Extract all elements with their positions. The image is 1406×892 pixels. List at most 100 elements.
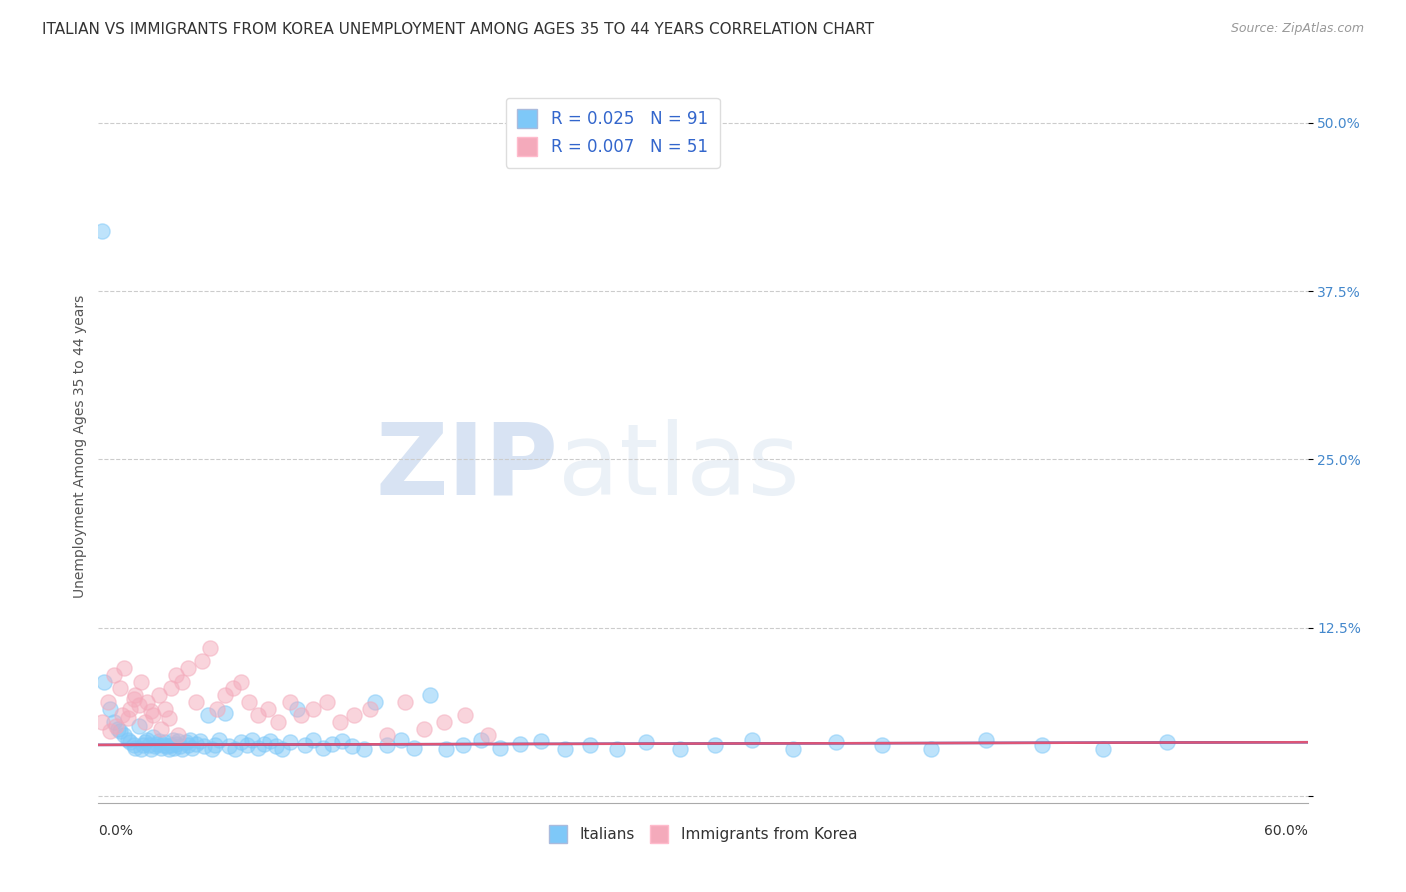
Immigrants from Korea bbox=[103, 668, 125, 682]
Italians bbox=[128, 719, 150, 733]
Immigrants from Korea bbox=[278, 695, 301, 709]
Text: atlas: atlas bbox=[558, 419, 800, 516]
Italians bbox=[107, 722, 129, 736]
Immigrants from Korea bbox=[267, 714, 290, 729]
Italians bbox=[703, 738, 725, 752]
Italians bbox=[451, 738, 474, 752]
Italians bbox=[153, 735, 176, 749]
Italians bbox=[143, 739, 166, 754]
Italians bbox=[302, 732, 325, 747]
Immigrants from Korea bbox=[413, 722, 436, 736]
Italians bbox=[149, 740, 172, 755]
Legend: Italians, Immigrants from Korea: Italians, Immigrants from Korea bbox=[543, 819, 863, 848]
Italians bbox=[470, 732, 492, 747]
Italians bbox=[132, 738, 155, 752]
Immigrants from Korea bbox=[139, 704, 162, 718]
Italians bbox=[340, 739, 363, 754]
Immigrants from Korea bbox=[98, 724, 121, 739]
Italians bbox=[197, 708, 219, 723]
Italians bbox=[530, 734, 553, 748]
Immigrants from Korea bbox=[329, 714, 352, 729]
Immigrants from Korea bbox=[177, 661, 200, 675]
Italians bbox=[253, 737, 276, 751]
Italians bbox=[419, 688, 441, 702]
Italians bbox=[606, 742, 628, 756]
Italians bbox=[193, 739, 215, 754]
Italians bbox=[103, 714, 125, 729]
Italians bbox=[330, 734, 353, 748]
Immigrants from Korea bbox=[118, 701, 141, 715]
Italians bbox=[118, 735, 141, 749]
Italians bbox=[167, 734, 190, 748]
Immigrants from Korea bbox=[207, 701, 229, 715]
Immigrants from Korea bbox=[111, 708, 134, 723]
Immigrants from Korea bbox=[148, 688, 170, 702]
Italians bbox=[235, 738, 257, 752]
Italians bbox=[146, 737, 169, 751]
Immigrants from Korea bbox=[257, 701, 280, 715]
Italians bbox=[404, 740, 426, 755]
Italians bbox=[172, 742, 194, 756]
Italians bbox=[162, 732, 184, 747]
Italians bbox=[177, 738, 200, 752]
Italians bbox=[131, 742, 153, 756]
Italians bbox=[159, 738, 181, 752]
Immigrants from Korea bbox=[91, 714, 114, 729]
Italians bbox=[91, 223, 114, 237]
Italians bbox=[181, 740, 204, 755]
Italians bbox=[174, 735, 197, 749]
Italians bbox=[152, 738, 174, 752]
Italians bbox=[139, 742, 162, 756]
Italians bbox=[157, 742, 180, 756]
Italians bbox=[148, 734, 170, 748]
Immigrants from Korea bbox=[214, 688, 236, 702]
Italians bbox=[636, 735, 658, 749]
Italians bbox=[93, 674, 115, 689]
Italians bbox=[741, 732, 763, 747]
Immigrants from Korea bbox=[153, 701, 176, 715]
Italians bbox=[1031, 738, 1053, 752]
Italians bbox=[184, 737, 207, 751]
Immigrants from Korea bbox=[124, 688, 146, 702]
Italians bbox=[142, 730, 165, 744]
Text: ZIP: ZIP bbox=[375, 419, 558, 516]
Italians bbox=[312, 740, 335, 755]
Italians bbox=[218, 739, 240, 754]
Immigrants from Korea bbox=[238, 695, 260, 709]
Italians bbox=[124, 740, 146, 755]
Immigrants from Korea bbox=[136, 695, 159, 709]
Immigrants from Korea bbox=[302, 701, 325, 715]
Immigrants from Korea bbox=[159, 681, 181, 696]
Text: Source: ZipAtlas.com: Source: ZipAtlas.com bbox=[1230, 22, 1364, 36]
Italians bbox=[278, 735, 301, 749]
Immigrants from Korea bbox=[359, 701, 381, 715]
Immigrants from Korea bbox=[375, 729, 398, 743]
Immigrants from Korea bbox=[134, 714, 156, 729]
Immigrants from Korea bbox=[112, 661, 135, 675]
Immigrants from Korea bbox=[149, 722, 172, 736]
Immigrants from Korea bbox=[290, 708, 312, 723]
Italians bbox=[389, 732, 412, 747]
Italians bbox=[364, 695, 387, 709]
Italians bbox=[1156, 735, 1178, 749]
Italians bbox=[214, 706, 236, 720]
Italians bbox=[112, 729, 135, 743]
Italians bbox=[668, 742, 690, 756]
Italians bbox=[579, 738, 602, 752]
Italians bbox=[509, 737, 531, 751]
Immigrants from Korea bbox=[191, 655, 214, 669]
Italians bbox=[321, 737, 343, 751]
Text: 60.0%: 60.0% bbox=[1264, 824, 1308, 838]
Italians bbox=[165, 737, 187, 751]
Text: 0.0%: 0.0% bbox=[98, 824, 134, 838]
Immigrants from Korea bbox=[104, 719, 127, 733]
Italians bbox=[134, 735, 156, 749]
Italians bbox=[204, 738, 226, 752]
Immigrants from Korea bbox=[108, 681, 131, 696]
Immigrants from Korea bbox=[172, 674, 194, 689]
Text: ITALIAN VS IMMIGRANTS FROM KOREA UNEMPLOYMENT AMONG AGES 35 TO 44 YEARS CORRELAT: ITALIAN VS IMMIGRANTS FROM KOREA UNEMPLO… bbox=[42, 22, 875, 37]
Immigrants from Korea bbox=[128, 698, 150, 712]
Italians bbox=[264, 739, 287, 754]
Immigrants from Korea bbox=[122, 692, 145, 706]
Immigrants from Korea bbox=[157, 711, 180, 725]
